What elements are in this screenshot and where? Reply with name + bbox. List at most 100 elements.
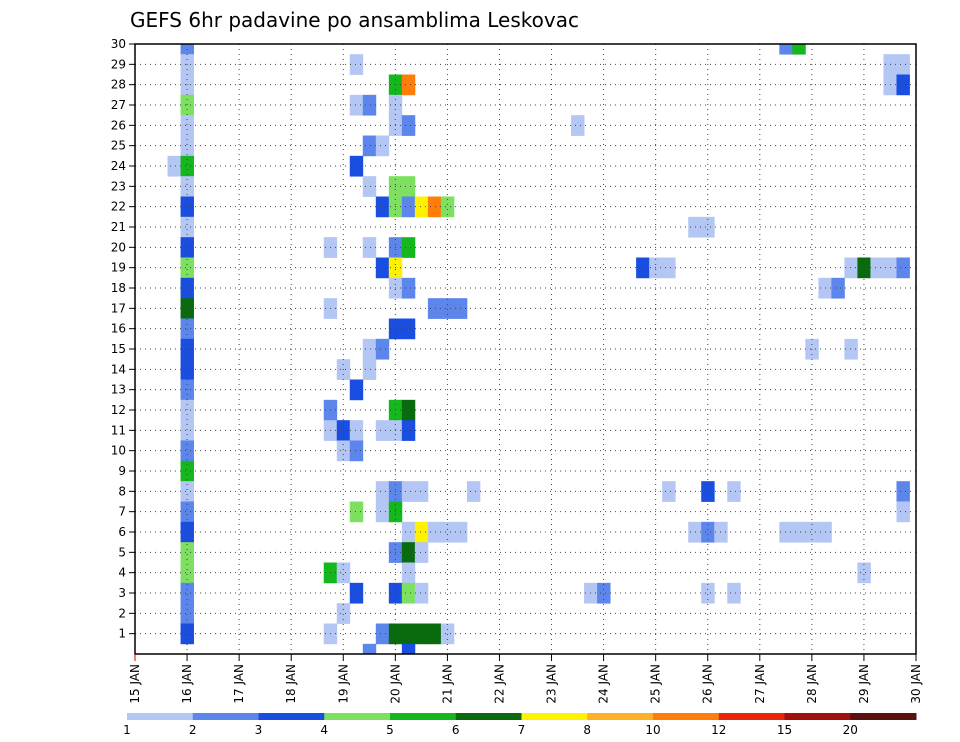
colorbar-swatch [587, 713, 654, 720]
heatmap-cell [180, 277, 194, 299]
heatmap-cell [414, 521, 429, 543]
heatmap-cell [414, 481, 429, 502]
heatmap-cell [440, 298, 455, 319]
heatmap-cell [401, 115, 416, 136]
heatmap-cell [349, 440, 364, 462]
heatmap-cell [896, 54, 910, 75]
heatmap-cell [401, 196, 416, 218]
heatmap-cell [180, 135, 194, 157]
colorbar-label: 2 [189, 723, 197, 737]
heatmap-cell [375, 623, 390, 645]
x-tick-label: 23 JAN [545, 664, 559, 704]
colorbar-swatch [850, 713, 917, 720]
heatmap-cell [336, 603, 351, 624]
heatmap-cell [180, 237, 194, 258]
x-tick-label: 22 JAN [492, 664, 506, 704]
colorbar-label: 6 [452, 723, 460, 737]
heatmap-cell [349, 155, 364, 177]
heatmap-cell [180, 257, 194, 279]
heatmap-cell [362, 643, 377, 655]
y-tick-label: 20 [111, 240, 126, 254]
heatmap-cell [180, 521, 194, 543]
x-axis: 15 JAN 16 JAN 17 JAN 18 JAN 19 JAN 20 JAN 21 J… [128, 654, 923, 704]
heatmap-cell [727, 582, 741, 604]
x-tick-label: 19 JAN [336, 664, 350, 704]
heatmap-cell [597, 582, 611, 604]
heatmap-cell [336, 420, 351, 441]
x-tick-label: 25 JAN [649, 664, 663, 704]
heatmap-cell [896, 74, 910, 96]
x-tick-label: 27 JAN [753, 664, 767, 704]
heatmap-cell [440, 623, 455, 645]
colorbar-label: 15 [777, 723, 792, 737]
heatmap-cell [362, 338, 377, 360]
y-tick-label: 1 [118, 627, 126, 641]
y-tick-label: 29 [111, 57, 126, 71]
heatmap-cell [831, 277, 845, 299]
heatmap-cell [180, 542, 194, 563]
heatmap-cell [180, 94, 194, 116]
heatmap-cell [180, 440, 194, 462]
colorbar-label: 4 [320, 723, 328, 737]
heatmap-cell [401, 623, 416, 645]
heatmap-cell [401, 318, 416, 340]
y-tick-label: 26 [111, 118, 126, 132]
y-tick-label: 23 [111, 179, 126, 193]
heatmap-cell [662, 481, 676, 502]
heatmap-cell [362, 359, 377, 380]
heatmap-cell [727, 481, 741, 502]
heatmap-cell [375, 501, 390, 523]
x-tick-label: 17 JAN [232, 664, 246, 704]
heatmap-cell [375, 420, 390, 441]
x-tick-label: 30 JAN [909, 664, 923, 704]
y-tick-label: 12 [111, 403, 126, 417]
heatmap-cell [414, 542, 429, 563]
colorbar-label: 10 [645, 723, 660, 737]
heatmap-cell [688, 216, 702, 238]
heatmap-cell [427, 298, 442, 319]
colorbar-swatch [324, 713, 391, 720]
heatmap-cell [349, 379, 364, 401]
heatmap-cell [401, 542, 416, 563]
heatmap-cell [336, 440, 351, 462]
y-tick-label: 25 [111, 139, 126, 153]
y-tick-label: 4 [118, 566, 126, 580]
x-tick-label: 21 JAN [440, 664, 454, 704]
heatmap-cell [414, 196, 429, 218]
y-tick-label: 5 [118, 545, 126, 559]
y-tick-label: 19 [111, 261, 126, 275]
heatmap-cell [180, 562, 194, 584]
heatmap-cell [636, 257, 650, 279]
colorbar-label: 12 [711, 723, 726, 737]
colorbar-label: 7 [518, 723, 526, 737]
heatmap-cell [466, 481, 481, 502]
heatmap-cell [792, 44, 806, 55]
heatmap-cell [844, 338, 858, 360]
heatmap-cell [349, 420, 364, 441]
y-tick-label: 9 [118, 464, 126, 478]
x-tick-label: 26 JAN [701, 664, 715, 704]
heatmap-cell [401, 399, 416, 421]
y-tick-label: 14 [111, 362, 126, 376]
heatmap-cell [180, 216, 194, 238]
y-tick-label: 7 [118, 505, 126, 519]
heatmap-cell [701, 521, 715, 543]
colorbar-swatch [390, 713, 457, 720]
heatmap-cell [180, 603, 194, 624]
x-tick-label: 18 JAN [284, 664, 298, 704]
y-tick-label: 28 [111, 78, 126, 92]
heatmap-cell [662, 257, 676, 279]
heatmap-cell [440, 521, 455, 543]
colorbar-label: 5 [386, 723, 394, 737]
heatmap-cell [401, 643, 416, 655]
heatmap-cell [167, 155, 181, 177]
heatmap-cell [180, 155, 194, 177]
y-tick-label: 24 [111, 159, 126, 173]
heatmap-cell [180, 196, 194, 218]
heatmap-cell [375, 257, 390, 279]
y-tick-label: 8 [118, 484, 126, 498]
heatmap-cell [440, 196, 455, 218]
heatmap-cell [362, 176, 377, 197]
heatmap-cell [180, 176, 194, 197]
heatmap-cell [180, 115, 194, 136]
